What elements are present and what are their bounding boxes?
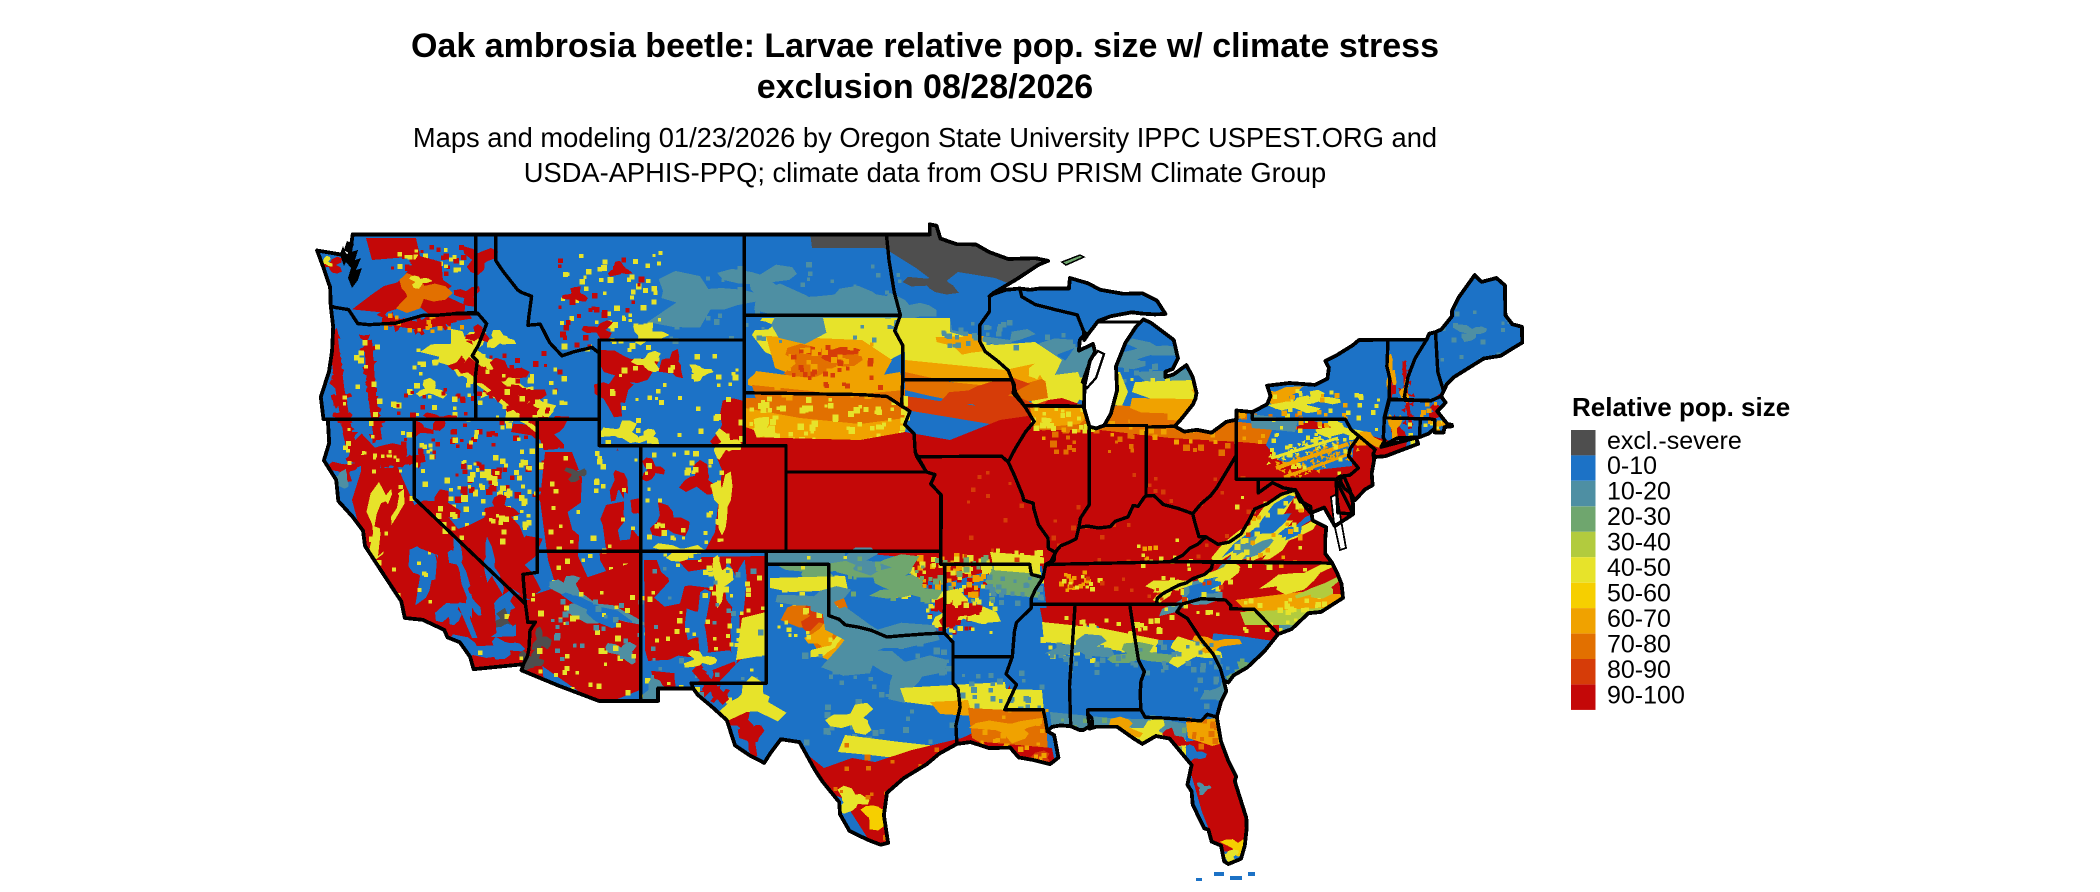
svg-text:40-50: 40-50 <box>1607 554 1671 582</box>
svg-text:Maps and modeling 01/23/2026 b: Maps and modeling 01/23/2026 by Oregon S… <box>413 122 1437 153</box>
svg-text:Oak ambrosia beetle: Larvae re: Oak ambrosia beetle: Larvae relative pop… <box>411 27 1439 65</box>
svg-text:USDA-APHIS-PPQ; climate data f: USDA-APHIS-PPQ; climate data from OSU PR… <box>524 157 1326 188</box>
svg-text:60-70: 60-70 <box>1607 605 1671 633</box>
svg-text:0-10: 0-10 <box>1607 452 1657 480</box>
svg-text:20-30: 20-30 <box>1607 503 1671 531</box>
svg-text:exclusion 08/28/2026: exclusion 08/28/2026 <box>757 68 1093 106</box>
svg-text:50-60: 50-60 <box>1607 580 1671 608</box>
svg-text:70-80: 70-80 <box>1607 630 1671 658</box>
svg-text:80-90: 80-90 <box>1607 656 1671 684</box>
svg-text:Relative pop. size: Relative pop. size <box>1572 392 1790 422</box>
svg-text:30-40: 30-40 <box>1607 529 1671 557</box>
svg-text:excl.-severe: excl.-severe <box>1607 427 1742 455</box>
svg-text:90-100: 90-100 <box>1607 681 1685 709</box>
svg-text:10-20: 10-20 <box>1607 478 1671 506</box>
